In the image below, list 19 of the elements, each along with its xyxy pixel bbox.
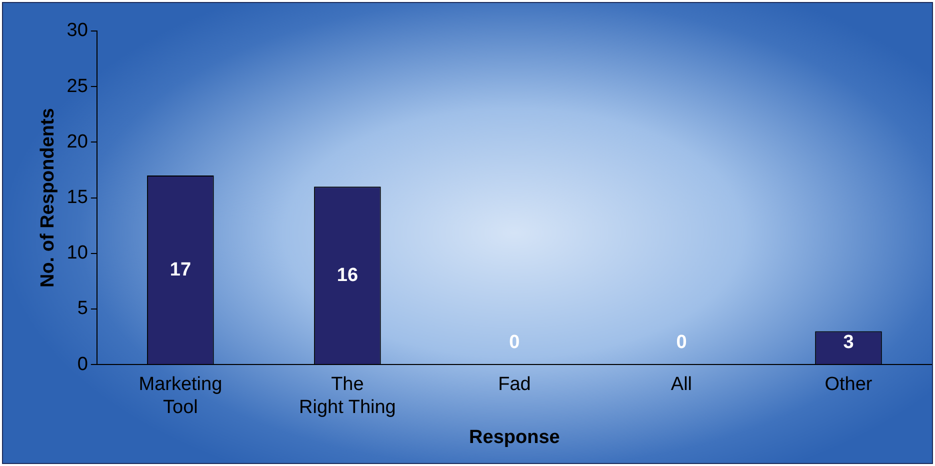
y-axis-title: No. of Respondents bbox=[38, 108, 59, 288]
y-tick-label: 25 bbox=[66, 76, 88, 97]
x-tick-label: Other bbox=[824, 374, 873, 396]
y-tick-label: 10 bbox=[66, 242, 88, 264]
y-tick-label: 15 bbox=[66, 187, 88, 208]
y-tick-label: 20 bbox=[66, 131, 88, 152]
data-label: 0 bbox=[509, 332, 520, 353]
data-label: 16 bbox=[336, 264, 358, 286]
x-tick-label: The Right Thing bbox=[299, 374, 396, 418]
data-label: 3 bbox=[843, 332, 854, 353]
x-tick-label: All bbox=[670, 374, 692, 396]
x-tick-label: Fad bbox=[498, 374, 531, 396]
x-axis-title: Response bbox=[469, 426, 560, 448]
y-tick-label: 5 bbox=[77, 298, 88, 320]
y-tick-label: 30 bbox=[66, 20, 88, 42]
data-label: 0 bbox=[676, 332, 687, 353]
x-tick-label: Marketing Tool bbox=[138, 374, 222, 418]
data-label: 17 bbox=[170, 259, 192, 280]
y-tick-label: 0 bbox=[77, 354, 88, 375]
